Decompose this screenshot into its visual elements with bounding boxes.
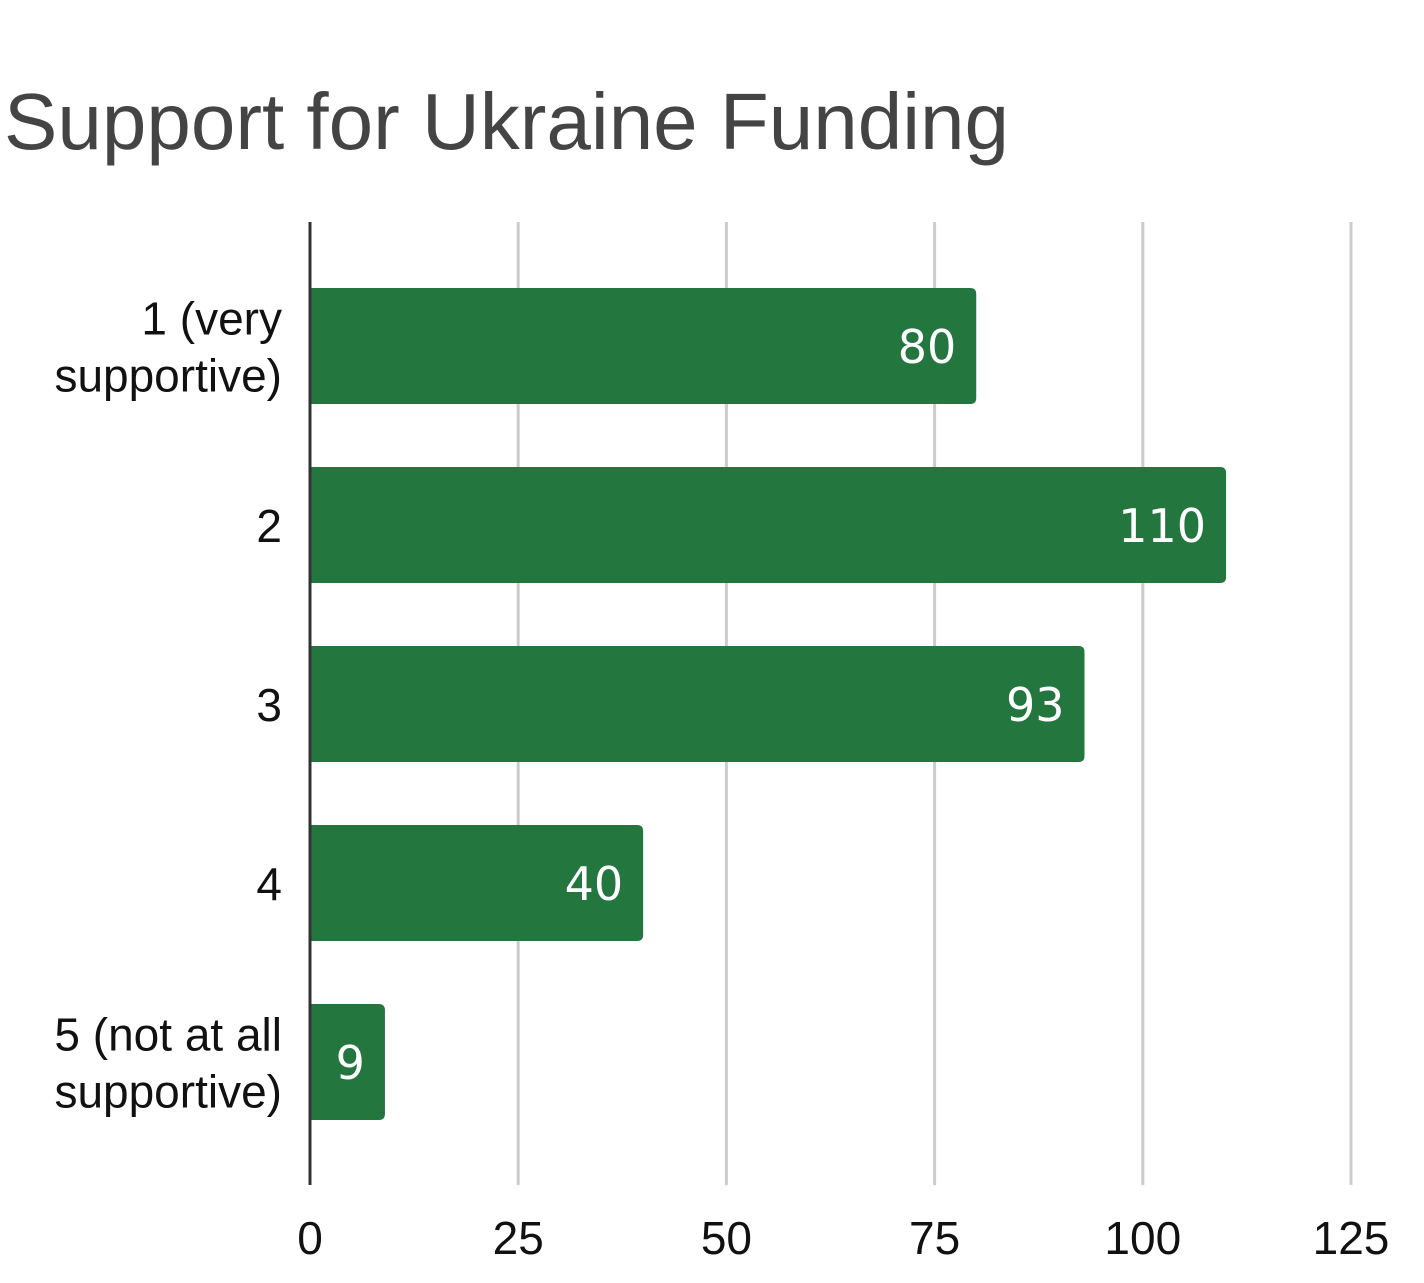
category-label-1-line-1: 1 (very	[141, 293, 282, 345]
category-label-5-line-1: 5 (not at all	[54, 1009, 282, 1061]
x-tick-label-75: 75	[909, 1212, 960, 1264]
data-label-2: 110	[1118, 499, 1206, 553]
bar-1	[310, 288, 977, 404]
bar-2	[310, 467, 1227, 583]
x-tick-label-50: 50	[701, 1212, 752, 1264]
x-tick-label-125: 125	[1313, 1212, 1390, 1264]
data-label-5: 9	[336, 1036, 365, 1090]
data-label-4: 40	[565, 857, 624, 911]
x-tick-label-0: 0	[297, 1212, 323, 1264]
bars	[310, 288, 1227, 1120]
data-label-1: 80	[898, 320, 957, 374]
category-label-1-line-2: supportive)	[54, 350, 282, 402]
bar-3	[310, 646, 1085, 762]
bar-4	[310, 825, 644, 941]
x-tick-label-100: 100	[1104, 1212, 1181, 1264]
category-label-2: 2	[256, 500, 282, 552]
category-label-5-line-2: supportive)	[54, 1066, 282, 1118]
x-tick-label-25: 25	[493, 1212, 544, 1264]
category-label-4: 4	[256, 858, 282, 910]
data-label-3: 93	[1006, 678, 1065, 732]
chart-title: Support for Ukraine Funding	[4, 77, 1009, 166]
category-label-3: 3	[256, 679, 282, 731]
bar-5	[310, 1004, 385, 1120]
